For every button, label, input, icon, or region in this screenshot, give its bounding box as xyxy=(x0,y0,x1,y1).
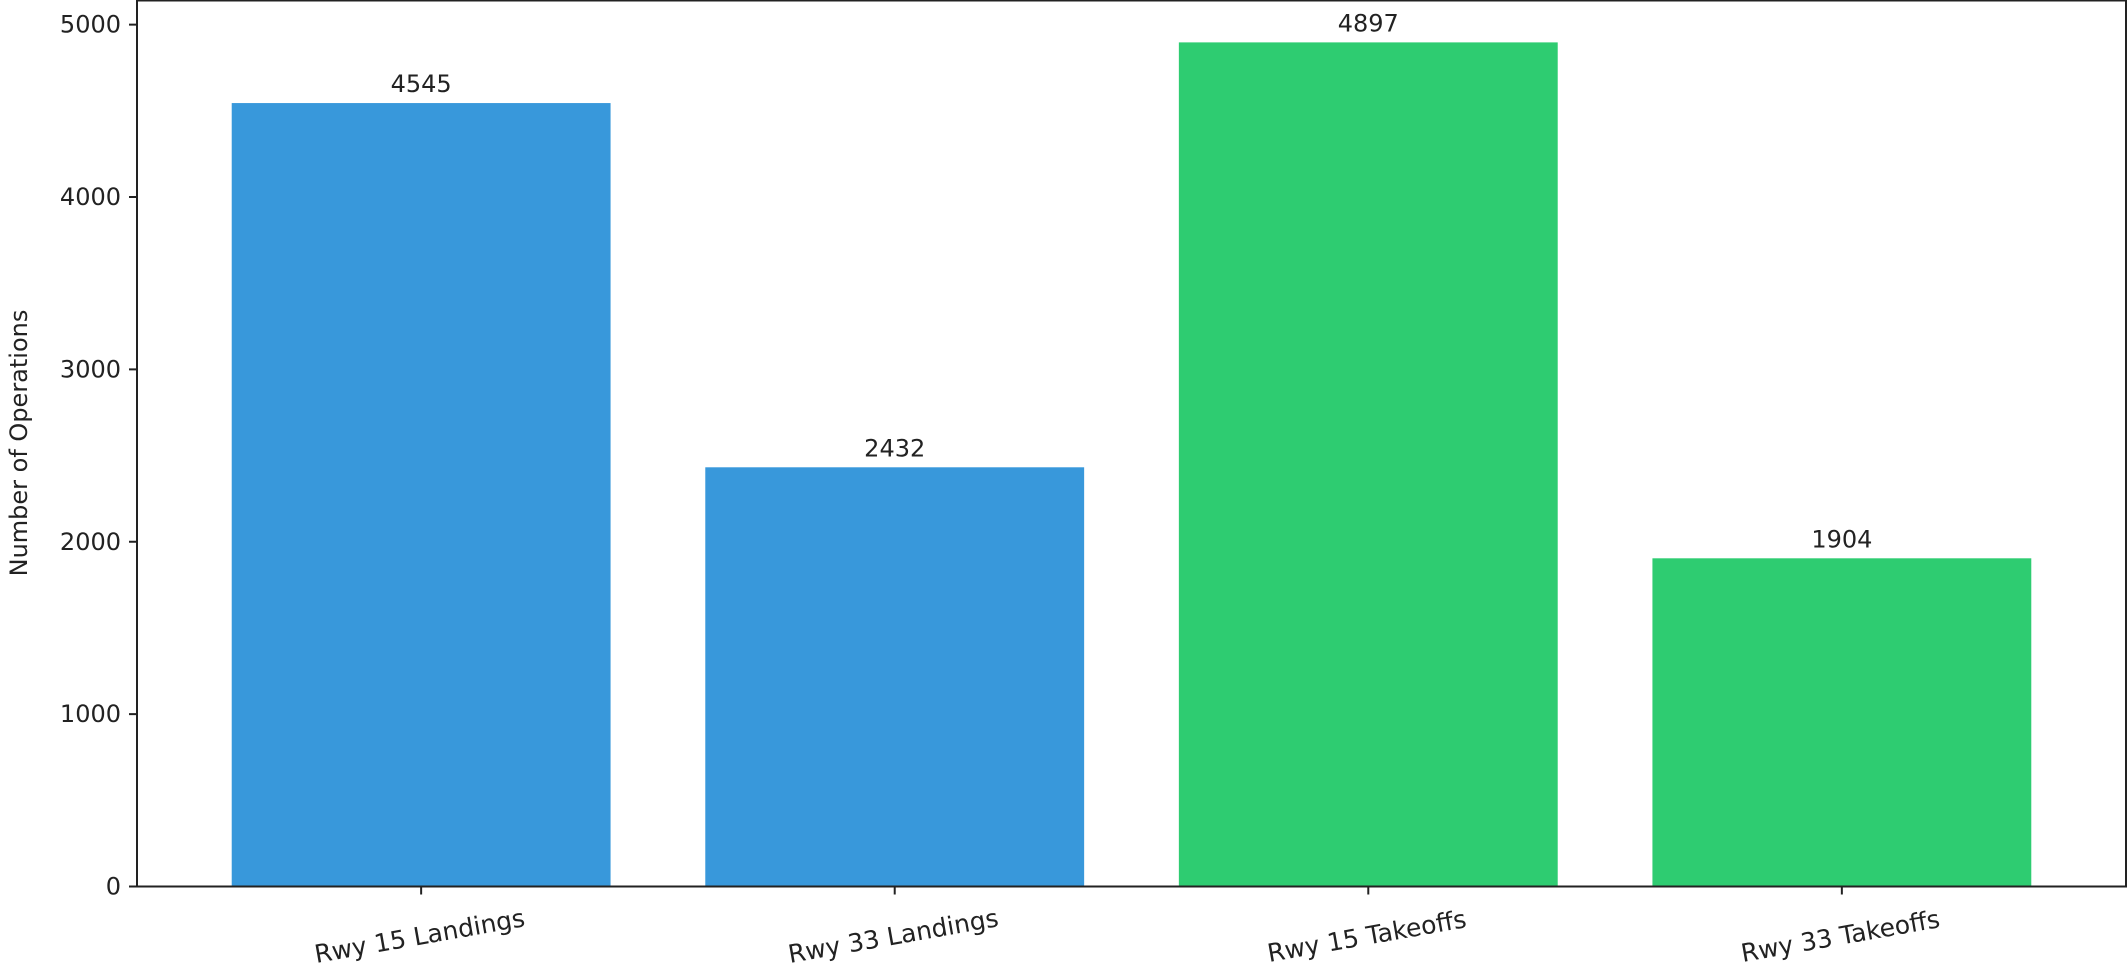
bars-layer xyxy=(231,42,2032,887)
y-axis: 0 1000 2000 3000 4000 5000 xyxy=(60,11,137,901)
bar-rwy-15-takeoffs xyxy=(1178,42,1558,887)
y-tick-label: 4000 xyxy=(60,183,121,211)
x-tick-label-rwy-33-landings: Rwy 33 Landings xyxy=(786,903,1001,969)
x-axis: Rwy 15 Landings Rwy 33 Landings Rwy 15 Tak… xyxy=(312,886,1942,969)
y-axis-label: Number of Operations xyxy=(5,310,33,577)
bar-rwy-33-landings xyxy=(705,467,1085,887)
value-label-rwy-33-landings: 2432 xyxy=(864,434,925,462)
y-tick-label: 2000 xyxy=(60,528,121,556)
x-tick-label-rwy-15-takeoffs: Rwy 15 Takeoffs xyxy=(1265,904,1468,968)
y-tick-label: 3000 xyxy=(60,355,121,383)
bar-rwy-15-landings xyxy=(231,103,611,887)
value-labels: 4545 2432 4897 1904 xyxy=(391,9,1873,553)
value-label-rwy-15-takeoffs: 4897 xyxy=(1338,9,1399,37)
plot-frame xyxy=(136,0,2127,888)
value-label-rwy-15-landings: 4545 xyxy=(391,70,452,98)
y-tick-label: 1000 xyxy=(60,700,121,728)
value-label-rwy-33-takeoffs: 1904 xyxy=(1811,525,1872,553)
x-tick-label-rwy-15-landings: Rwy 15 Landings xyxy=(312,903,527,969)
y-tick-label: 5000 xyxy=(60,11,121,39)
bar-rwy-33-takeoffs xyxy=(1652,558,2032,887)
y-tick-label: 0 xyxy=(106,873,121,901)
x-tick-label-rwy-33-takeoffs: Rwy 33 Takeoffs xyxy=(1739,904,1942,968)
